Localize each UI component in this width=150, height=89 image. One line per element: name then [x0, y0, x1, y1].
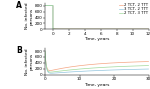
2 TCT, 2 TTT [148, 28, 149, 30]
Line: 3 TCT, 2 TTT: 3 TCT, 2 TTT [45, 6, 148, 29]
X-axis label: Time, years: Time, years [84, 37, 110, 41]
3 TCT, 2 TTT [122, 29, 124, 30]
Y-axis label: No. infected
persons: No. infected persons [25, 3, 33, 29]
2 TCT, 3 TTT [94, 29, 96, 30]
2 TCT, 3 TTT [65, 29, 67, 30]
3 TCT, 2 TTT [65, 29, 67, 30]
2 TCT, 3 TTT [53, 28, 54, 29]
Legend: 2 TCT, 2 TTT, 3 TCT, 2 TTT, 2 TCT, 3 TTT: 2 TCT, 2 TTT, 3 TCT, 2 TTT, 2 TCT, 3 TTT [119, 3, 148, 15]
Y-axis label: No. infected
persons: No. infected persons [25, 48, 33, 75]
2 TCT, 2 TTT [53, 28, 54, 29]
Line: 2 TCT, 3 TTT: 2 TCT, 3 TTT [45, 6, 148, 29]
Line: 2 TCT, 2 TTT: 2 TCT, 2 TTT [45, 6, 148, 29]
Text: B: B [16, 46, 22, 55]
3 TCT, 2 TTT [148, 29, 149, 30]
3 TCT, 2 TTT [44, 5, 46, 6]
2 TCT, 3 TTT [148, 29, 149, 30]
2 TCT, 3 TTT [44, 5, 46, 6]
2 TCT, 2 TTT [122, 28, 124, 30]
3 TCT, 2 TTT [140, 29, 142, 30]
2 TCT, 2 TTT [94, 28, 96, 30]
3 TCT, 2 TTT [94, 29, 96, 30]
3 TCT, 2 TTT [138, 29, 140, 30]
2 TCT, 2 TTT [112, 28, 113, 30]
2 TCT, 2 TTT [65, 28, 67, 30]
2 TCT, 3 TTT [140, 29, 142, 30]
2 TCT, 2 TTT [44, 5, 46, 6]
2 TCT, 2 TTT [140, 28, 142, 30]
2 TCT, 3 TTT [122, 29, 124, 30]
3 TCT, 2 TTT [111, 29, 113, 30]
2 TCT, 2 TTT [138, 28, 140, 30]
3 TCT, 2 TTT [53, 29, 54, 30]
2 TCT, 3 TTT [111, 29, 113, 30]
Text: A: A [16, 1, 22, 10]
2 TCT, 3 TTT [138, 29, 140, 30]
X-axis label: Time, years: Time, years [84, 83, 110, 87]
